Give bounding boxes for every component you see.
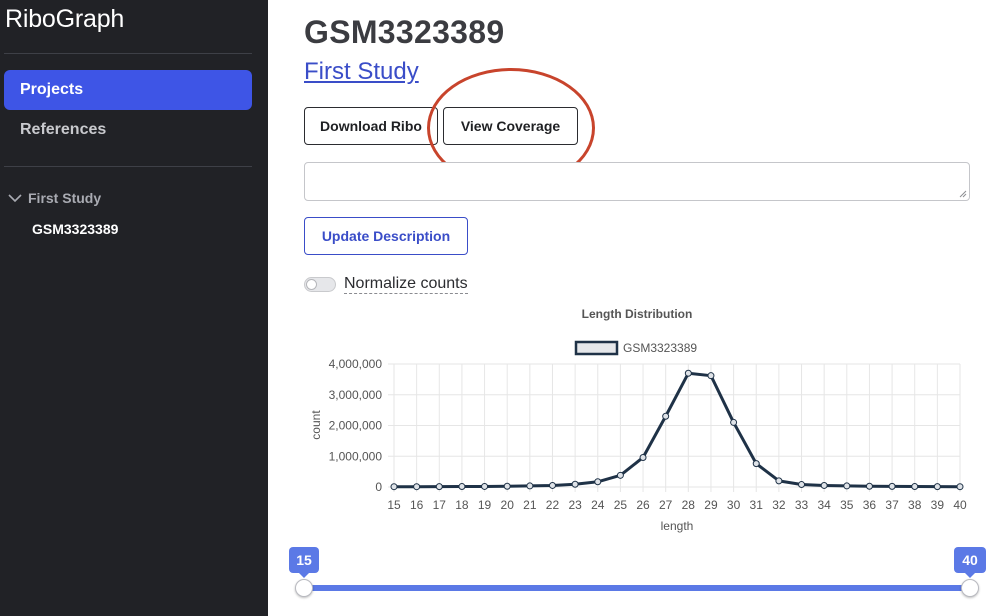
data-point[interactable] xyxy=(684,369,692,377)
download-ribo-button[interactable]: Download Ribo xyxy=(304,107,438,145)
data-point[interactable] xyxy=(616,471,624,479)
data-point[interactable] xyxy=(707,372,715,380)
view-coverage-button[interactable]: View Coverage xyxy=(443,107,578,145)
sidebar-divider xyxy=(4,53,252,54)
legend-label: GSM3323389 xyxy=(623,341,697,355)
data-point[interactable] xyxy=(639,453,647,461)
data-point[interactable] xyxy=(911,483,919,491)
data-point[interactable] xyxy=(752,460,760,468)
x-tick-label: 27 xyxy=(659,498,673,512)
data-point[interactable] xyxy=(571,480,579,488)
toggle-knob xyxy=(306,279,317,290)
chevron-down-icon xyxy=(8,190,22,206)
data-point[interactable] xyxy=(933,483,941,491)
data-point[interactable] xyxy=(798,481,806,489)
x-tick-label: 21 xyxy=(523,498,537,512)
data-point[interactable] xyxy=(435,483,443,491)
slider-max-handle[interactable] xyxy=(961,579,979,597)
data-point[interactable] xyxy=(503,482,511,490)
x-tick-label: 25 xyxy=(614,498,628,512)
x-tick-label: 38 xyxy=(908,498,922,512)
x-tick-label: 17 xyxy=(433,498,447,512)
x-tick-label: 34 xyxy=(817,498,831,512)
nav-item-projects[interactable]: Projects xyxy=(4,70,252,110)
length-range-slider-track[interactable] xyxy=(304,585,970,591)
data-point[interactable] xyxy=(775,477,783,485)
x-tick-label: 23 xyxy=(568,498,582,512)
x-tick-label: 35 xyxy=(840,498,854,512)
x-tick-label: 20 xyxy=(501,498,515,512)
sidebar: RiboGraph Projects References First Stud… xyxy=(0,0,268,616)
x-tick-label: 16 xyxy=(410,498,424,512)
data-point[interactable] xyxy=(888,482,896,490)
x-tick-label: 36 xyxy=(863,498,877,512)
data-point[interactable] xyxy=(865,482,873,490)
tree-item-first-study[interactable]: First Study xyxy=(8,190,101,206)
x-tick-label: 31 xyxy=(750,498,764,512)
x-tick-label: 33 xyxy=(795,498,809,512)
data-point[interactable] xyxy=(662,412,670,420)
resize-grip-icon[interactable] xyxy=(957,188,967,198)
study-link[interactable]: First Study xyxy=(304,58,419,85)
data-point[interactable] xyxy=(548,481,556,489)
x-tick-label: 37 xyxy=(885,498,899,512)
data-point[interactable] xyxy=(526,482,534,490)
data-point[interactable] xyxy=(481,482,489,490)
data-point[interactable] xyxy=(458,483,466,491)
x-tick-label: 40 xyxy=(953,498,967,512)
series-line xyxy=(394,371,961,489)
x-tick-label: 18 xyxy=(455,498,469,512)
x-tick-label: 26 xyxy=(636,498,650,512)
x-tick-label: 19 xyxy=(478,498,492,512)
chart-title: Length Distribution xyxy=(582,307,693,321)
x-tick-label: 22 xyxy=(546,498,560,512)
normalize-toggle[interactable] xyxy=(304,277,336,292)
y-tick-label: 4,000,000 xyxy=(329,357,383,371)
slider-max-value: 40 xyxy=(954,547,986,578)
data-point[interactable] xyxy=(390,483,398,491)
x-tick-label: 29 xyxy=(704,498,718,512)
x-tick-label: 39 xyxy=(931,498,945,512)
x-tick-label: 28 xyxy=(682,498,696,512)
x-tick-label: 32 xyxy=(772,498,786,512)
data-point[interactable] xyxy=(820,481,828,489)
page-title: GSM3323389 xyxy=(304,14,505,50)
data-point[interactable] xyxy=(843,482,851,490)
x-tick-label: 30 xyxy=(727,498,741,512)
y-tick-label: 1,000,000 xyxy=(329,449,383,463)
legend-swatch xyxy=(574,340,619,356)
slider-min-handle[interactable] xyxy=(295,579,313,597)
data-point[interactable] xyxy=(730,418,738,426)
y-tick-label: 3,000,000 xyxy=(329,388,383,402)
normalize-label[interactable]: Normalize counts xyxy=(344,275,468,294)
length-distribution-chart: Length Distribution GSM3323389 15 16 17 18 1… xyxy=(309,307,967,533)
slider-min-value: 15 xyxy=(289,547,319,578)
x-tick-label: 15 xyxy=(387,498,401,512)
y-axis-label: count xyxy=(309,410,323,440)
tree-item-sample[interactable]: GSM3323389 xyxy=(32,221,119,237)
data-point[interactable] xyxy=(956,483,964,491)
y-tick-label: 0 xyxy=(375,480,382,494)
data-point[interactable] xyxy=(594,478,602,486)
x-tick-label: 24 xyxy=(591,498,605,512)
description-textarea[interactable] xyxy=(304,162,970,201)
y-tick-label: 2,000,000 xyxy=(329,419,383,433)
app-brand: RiboGraph xyxy=(5,5,125,33)
chart-legend[interactable]: GSM3323389 xyxy=(574,340,697,356)
nav-item-references[interactable]: References xyxy=(20,121,107,138)
update-description-button[interactable]: Update Description xyxy=(304,217,468,255)
x-axis-label: length xyxy=(661,519,694,533)
sidebar-divider xyxy=(4,166,252,167)
data-point[interactable] xyxy=(413,483,421,491)
tree-item-label: First Study xyxy=(28,190,102,206)
